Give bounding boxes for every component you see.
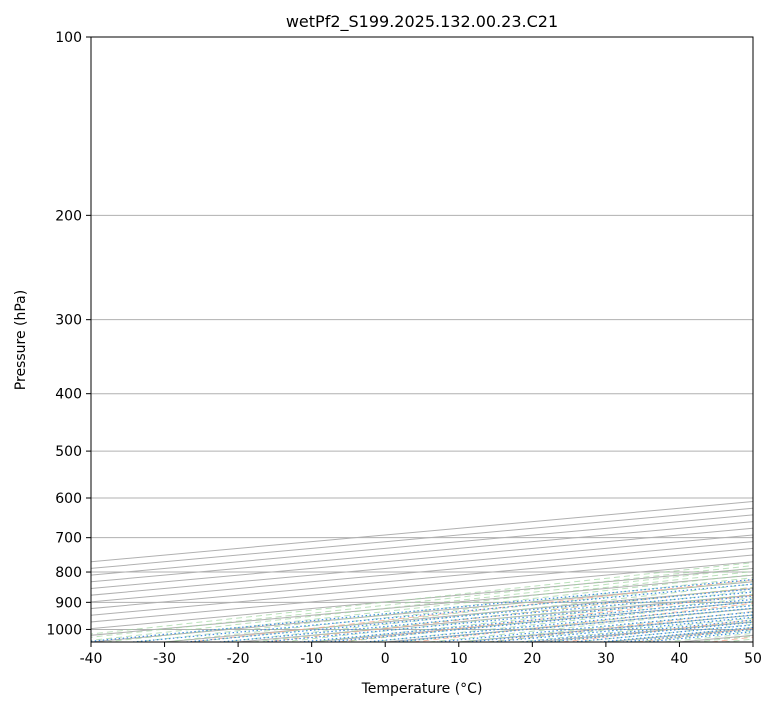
- x-tick-label: 20: [523, 651, 541, 667]
- moist-adiabat-line: [605, 626, 753, 642]
- x-tick-label: 30: [597, 651, 615, 667]
- isotherm-line: [91, 527, 753, 589]
- moist-adiabat-line: [91, 565, 753, 638]
- isotherm-line: [91, 501, 753, 563]
- moist-adiabat-line: [546, 620, 753, 642]
- pressure-gridlines: [91, 37, 753, 630]
- moist-adiabat-line: [252, 586, 753, 642]
- dry-adiabat-lines: [189, 579, 753, 642]
- x-tick-label: 40: [671, 651, 689, 667]
- isotherm-line: [91, 554, 753, 616]
- moist-adiabat-line: [752, 641, 753, 642]
- y-tick-label: 200: [55, 208, 82, 224]
- moist-adiabat-line: [341, 597, 753, 642]
- isotherm-line: [458, 614, 753, 642]
- isotherm-line: [679, 634, 753, 642]
- isotherm-line: [91, 534, 753, 596]
- isotherm-line: [91, 574, 753, 636]
- x-axis-ticks: -40 -30 -20 -10 0 10 20 30 40 50: [80, 642, 762, 667]
- dry-adiabat-line: [487, 611, 753, 642]
- moist-adiabat-line: [488, 614, 753, 642]
- dry-adiabat-line: [637, 627, 753, 642]
- y-tick-label: 500: [55, 444, 82, 460]
- dry-adiabat-line: [189, 579, 753, 642]
- y-tick-label: 1000: [46, 622, 82, 638]
- isotherm-line: [91, 567, 753, 630]
- moist-adiabat-line: [694, 635, 753, 642]
- x-tick-label: -40: [80, 651, 103, 667]
- x-tick-label: 10: [450, 651, 468, 667]
- isotherm-line: [91, 547, 753, 610]
- dry-adiabat-line: [338, 594, 753, 642]
- x-tick-label: -10: [300, 651, 323, 667]
- moist-adiabat-line: [311, 593, 753, 642]
- chart-title: wetPf2_S199.2025.132.00.23.C21: [286, 12, 558, 32]
- mixing-ratio-line: [91, 578, 753, 642]
- moist-adiabat-line: [723, 638, 753, 642]
- isotherm-line: [91, 514, 753, 576]
- mixing-ratio-line: [219, 591, 753, 642]
- isotherm-line: [91, 561, 753, 623]
- moist-adiabat-lines: [91, 562, 753, 642]
- isotherm-lines: [91, 501, 753, 642]
- x-tick-label: 0: [381, 651, 390, 667]
- y-tick-label: 900: [55, 595, 82, 611]
- moist-adiabat-line: [91, 562, 753, 635]
- mixing-ratio-lines: 0.10.20.40.611.52346810131620253036: [91, 578, 753, 642]
- isotherm-line: [311, 601, 753, 642]
- isotherm-line: [91, 581, 753, 642]
- y-tick-label: 800: [55, 565, 82, 581]
- isotherm-line: [752, 641, 753, 642]
- isotherm-line: [164, 587, 753, 642]
- moist-adiabat-line: [576, 623, 753, 642]
- mixing-ratio-line: [132, 583, 753, 642]
- isotherm-line: [91, 507, 753, 569]
- mixing-ratio-line: [492, 616, 753, 642]
- isotherm-line: [605, 628, 753, 642]
- y-tick-label: 300: [55, 313, 82, 329]
- mixing-ratio-line: [186, 588, 753, 642]
- isotherm-line: [238, 594, 753, 642]
- dry-adiabat-line: [264, 586, 753, 642]
- moist-adiabat-line: [458, 611, 753, 642]
- plot-frame: [90, 36, 754, 643]
- y-axis-title: Pressure (hPa): [13, 290, 29, 390]
- moist-adiabat-line: [635, 629, 753, 642]
- moist-adiabat-line: [164, 577, 753, 642]
- x-tick-label: -30: [153, 651, 176, 667]
- y-tick-label: 400: [55, 387, 82, 403]
- x-tick-label: -20: [227, 651, 250, 667]
- isotherm-line: [91, 541, 753, 603]
- dry-adiabat-line: [562, 619, 753, 642]
- y-tick-label: 700: [55, 531, 82, 547]
- x-tick-label: 50: [744, 651, 762, 667]
- y-tick-label: 600: [55, 491, 82, 507]
- y-axis-ticks: 100 200 300 400 500 600 700 800 900 1000: [46, 30, 91, 638]
- x-axis-title: Temperature (°C): [361, 681, 483, 697]
- moist-adiabat-line: [135, 574, 753, 642]
- y-tick-label: 100: [55, 30, 82, 46]
- isotherm-line: [91, 521, 753, 583]
